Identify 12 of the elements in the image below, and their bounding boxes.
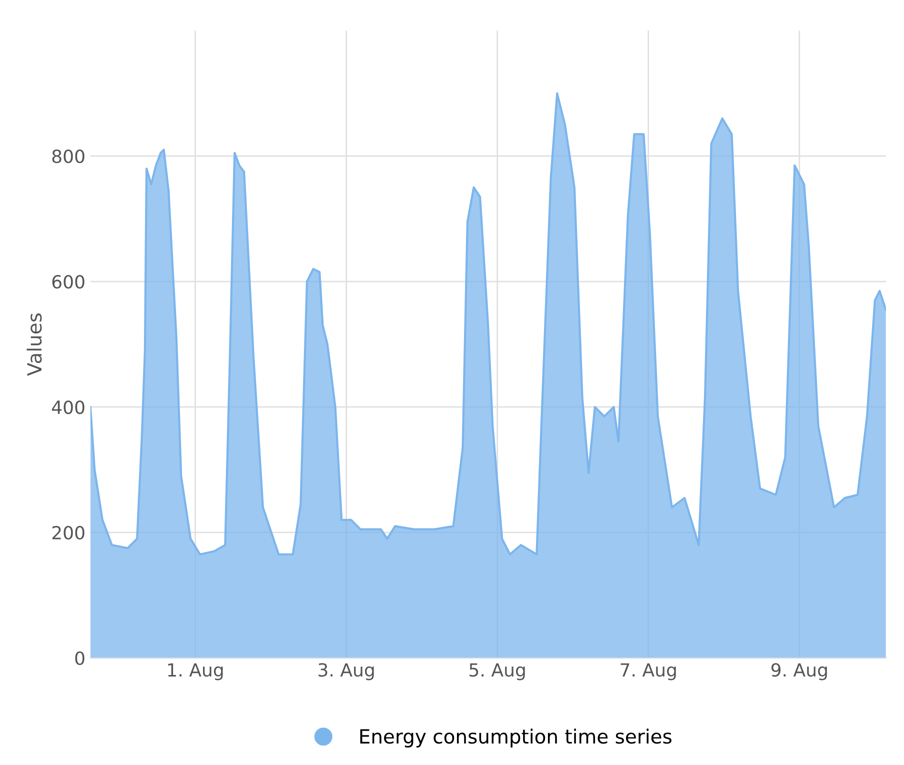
x-tick-label: 9. Aug — [771, 663, 827, 680]
legend-label: Energy consumption time series — [360, 728, 672, 748]
y-tick-label: 200 — [52, 526, 84, 540]
x-tick-label: 3. Aug — [318, 663, 374, 680]
y-tick-label: 0 — [75, 651, 84, 666]
y-axis-title: Values — [26, 313, 42, 376]
y-tick-label: 400 — [52, 400, 84, 414]
y-tick-label: 600 — [52, 274, 84, 289]
x-tick-label: 1. Aug — [168, 663, 223, 680]
y-tick-label: 800 — [52, 150, 84, 164]
x-tick-label: 5. Aug — [470, 663, 525, 680]
x-tick-label: 7. Aug — [620, 663, 676, 680]
